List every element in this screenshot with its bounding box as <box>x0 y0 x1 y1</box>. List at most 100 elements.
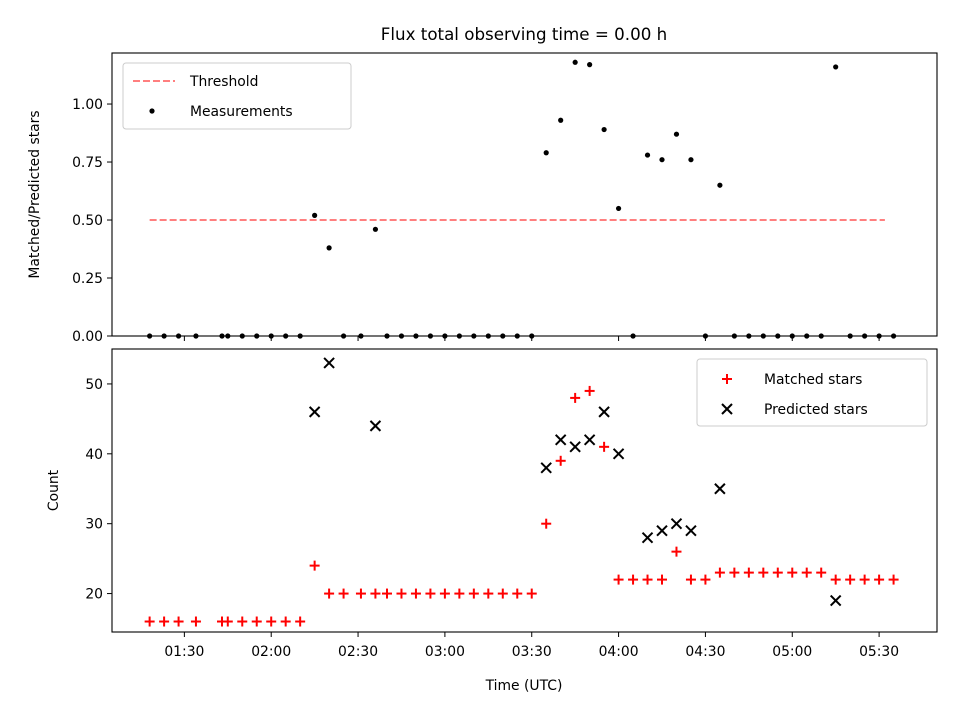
matched-star-point <box>222 616 233 627</box>
matched-star-point <box>685 574 696 585</box>
y-tick-label: 1.00 <box>72 97 103 113</box>
matched-star-point <box>468 588 479 599</box>
matched-stars-legend-label: Matched stars <box>764 372 862 388</box>
measurement-point <box>833 64 839 70</box>
matched-star-point <box>190 616 201 627</box>
matched-star-point <box>729 567 740 578</box>
y-tick-label: 0.25 <box>72 271 103 287</box>
bottom-y-axis: 20 30 40 50 <box>85 377 112 603</box>
bottom-y-axis-label: Count <box>46 469 62 511</box>
matched-star-point <box>512 588 523 599</box>
matched-star-point <box>237 616 248 627</box>
matched-star-point <box>295 616 306 627</box>
matched-star-point <box>454 588 465 599</box>
matched-star-point <box>159 616 170 627</box>
x-stroke <box>540 462 552 474</box>
matched-star-point <box>816 567 827 578</box>
top-x-ticks <box>183 336 880 341</box>
y-tick-label: 0.50 <box>72 213 103 229</box>
matched-star-point <box>410 588 421 599</box>
matched-star-point <box>599 441 610 452</box>
x-stroke <box>721 403 733 415</box>
y-tick-label: 0.00 <box>72 329 103 345</box>
matched-star-point <box>642 574 653 585</box>
matched-star-point <box>758 567 769 578</box>
matched-star-point <box>888 574 899 585</box>
top-y-axis: 0.00 0.25 0.50 0.75 1.00 <box>72 97 112 345</box>
matched-star-point <box>628 574 639 585</box>
threshold-legend-label: Threshold <box>189 74 258 90</box>
y-tick-label: 0.75 <box>72 155 103 171</box>
matched-star-point <box>613 574 624 585</box>
x-tick-label: 02:30 <box>338 644 378 660</box>
matched-star-point <box>338 588 349 599</box>
matched-star-point <box>772 567 783 578</box>
predicted-star-point <box>540 462 552 474</box>
matched-stars-legend-marker <box>722 374 732 384</box>
predicted-star-point <box>323 357 335 369</box>
x-tick-label: 03:00 <box>425 644 465 660</box>
x-stroke <box>598 406 610 418</box>
matched-star-point <box>309 560 320 571</box>
x-stroke <box>612 448 625 460</box>
matched-star-point <box>743 567 754 578</box>
predicted-stars-legend-marker <box>721 403 733 415</box>
predicted-star-point <box>670 517 683 530</box>
matched-star-point <box>396 588 407 599</box>
matched-star-point <box>657 574 667 585</box>
bottom-legend-box <box>696 358 928 427</box>
matched-star-point <box>874 574 885 585</box>
matched-star-point <box>671 546 682 557</box>
x-tick-label: 04:00 <box>599 644 639 660</box>
matched-star-point <box>280 616 291 627</box>
matched-star-point <box>173 616 184 627</box>
predicted-star-point <box>583 434 596 446</box>
predicted-star-point <box>641 531 654 544</box>
x-tick-label: 05:00 <box>772 644 812 660</box>
predicted-star-point <box>569 441 581 453</box>
x-stroke <box>641 531 654 544</box>
bottom-x-axis: 01:30 02:00 02:30 03:00 03:30 04:00 04:30 05:00… <box>164 632 899 660</box>
predicted-star-point <box>829 594 842 607</box>
matched-star-point <box>845 574 856 585</box>
matched-star-point <box>555 455 566 466</box>
y-tick-label: 40 <box>85 447 103 463</box>
predicted-star-point <box>612 448 625 460</box>
x-stroke <box>714 483 726 495</box>
matched-star-point <box>584 385 595 396</box>
matched-star-point <box>425 588 436 599</box>
predicted-star-point <box>656 524 668 537</box>
top-panel: Flux total observing time = 0.00 h 0.000… <box>27 24 938 345</box>
x-axis-label: Time (UTC) <box>485 678 563 694</box>
predicted-star-point <box>598 406 610 418</box>
measurement-point <box>688 157 694 163</box>
matched-star-point <box>541 518 552 529</box>
x-stroke <box>323 357 335 369</box>
matched-stars-layer <box>144 385 899 627</box>
predicted-star-point <box>685 524 697 537</box>
x-stroke <box>583 434 596 446</box>
y-tick-label: 30 <box>85 517 103 533</box>
measurement-point <box>312 212 318 218</box>
x-stroke <box>829 594 842 607</box>
matched-star-point <box>526 588 537 599</box>
measurement-point <box>601 126 607 133</box>
x-stroke <box>685 524 697 537</box>
measurement-point <box>326 245 332 251</box>
matched-star-point <box>830 574 841 585</box>
matched-star-point <box>801 567 812 578</box>
predicted-star-point <box>308 406 321 418</box>
x-stroke <box>308 406 321 418</box>
matched-star-point <box>370 588 381 599</box>
predicted-star-point <box>714 483 726 495</box>
measurement-point <box>587 62 593 68</box>
matched-star-point <box>497 588 508 599</box>
measurement-point <box>572 59 578 65</box>
matched-star-point <box>144 616 155 627</box>
measurement-point <box>673 131 680 137</box>
bottom-plot-frame <box>111 348 938 633</box>
measurement-point <box>659 157 665 163</box>
x-stroke <box>369 420 382 432</box>
predicted-star-point <box>369 420 382 432</box>
